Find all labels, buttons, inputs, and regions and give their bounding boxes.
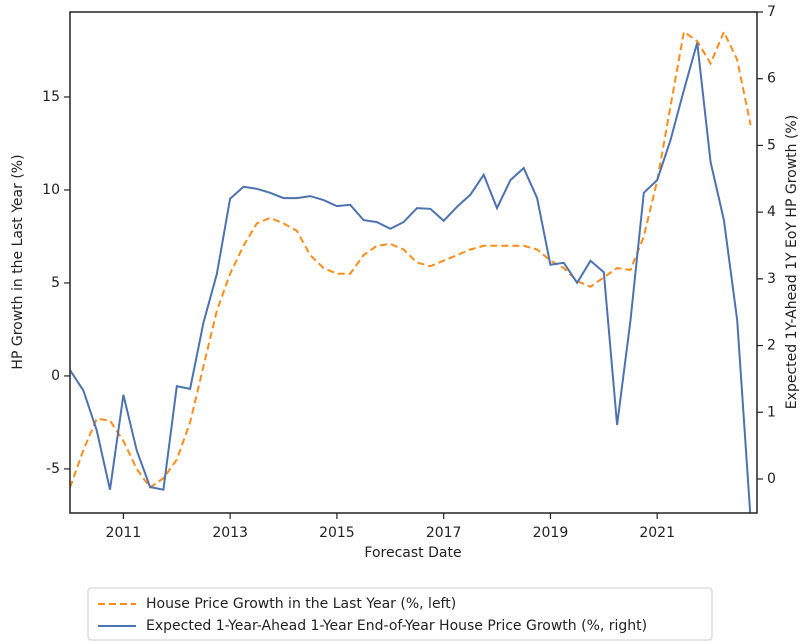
x-tick-label: 2017 — [426, 525, 462, 541]
y2-tick-label: 3 — [767, 271, 776, 287]
y-tick-label: 15 — [42, 89, 60, 105]
y-tick-label: 0 — [51, 368, 60, 384]
legend-label: House Price Growth in the Last Year (%, … — [146, 596, 456, 612]
x-tick-label: 2021 — [639, 525, 675, 541]
series-line — [70, 42, 752, 513]
x-tick-label: 2015 — [319, 525, 355, 541]
plot-area — [70, 29, 752, 513]
legend-label: Expected 1-Year-Ahead 1-Year End-of-Year… — [146, 618, 647, 634]
y2-tick-label: 5 — [767, 137, 776, 153]
y-tick-label: 10 — [42, 182, 60, 198]
x-tick-label: 2011 — [106, 525, 142, 541]
y2-tick-label: 6 — [767, 71, 776, 87]
x-tick-label: 2019 — [533, 525, 569, 541]
y2-tick-label: 2 — [767, 338, 776, 354]
y-tick-label: -5 — [46, 461, 60, 477]
y2-tick-label: 7 — [767, 4, 776, 20]
y2-tick-label: 4 — [767, 204, 776, 220]
frame — [69, 11, 758, 514]
y2-tick-label: 0 — [767, 471, 776, 487]
x-axis-label: Forecast Date — [364, 545, 461, 561]
x-tick-label: 2013 — [212, 525, 248, 541]
y2-tick-label: 1 — [767, 404, 776, 420]
y-tick-label: 5 — [51, 275, 60, 291]
legend — [87, 587, 713, 641]
y2-axis-label: Expected 1Y-Ahead 1Y EoY HP Growth (%) — [784, 115, 800, 409]
y-axis-label: HP Growth in the Last Year (%) — [10, 154, 26, 369]
